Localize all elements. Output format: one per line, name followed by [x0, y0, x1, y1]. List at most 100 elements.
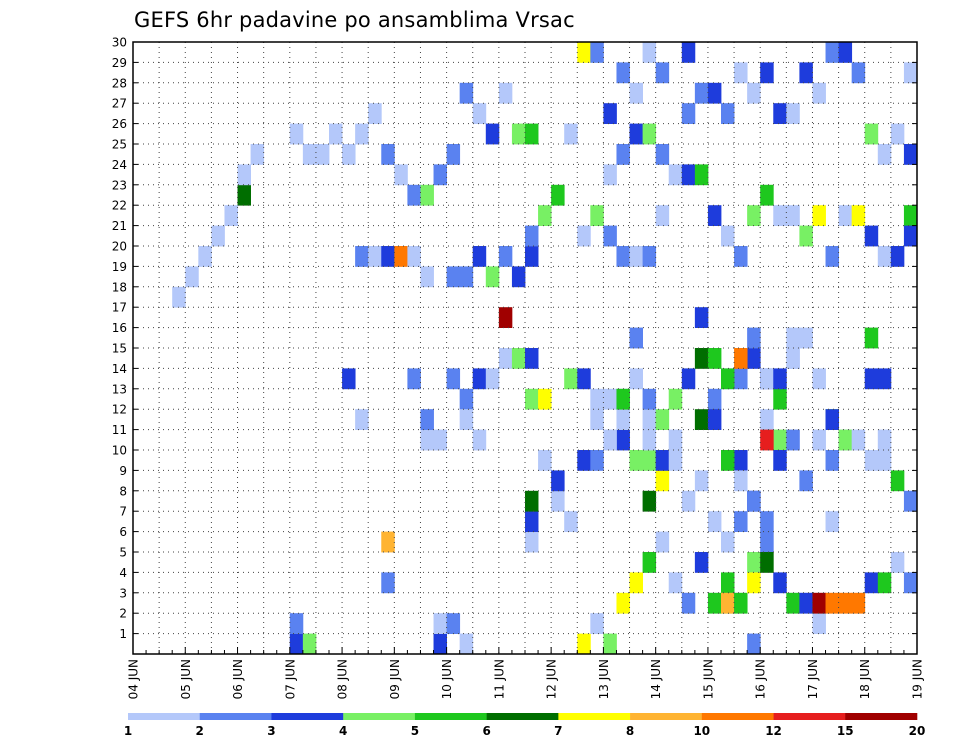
heatmap-cell — [381, 531, 395, 553]
heatmap-cell — [747, 572, 761, 594]
x-tick-label: 07 JUN — [283, 659, 297, 699]
x-tick-label: 16 JUN — [754, 659, 768, 699]
x-tick-label: 09 JUN — [388, 659, 402, 699]
heatmap-cell — [903, 490, 918, 512]
heatmap-cell — [655, 205, 670, 226]
heatmap-cell — [707, 592, 722, 614]
y-tick-label: 9 — [119, 464, 127, 478]
heatmap-cell — [433, 633, 447, 655]
y-tick-label: 20 — [112, 240, 127, 254]
heatmap-cell — [734, 511, 748, 532]
heatmap-cell — [799, 592, 813, 614]
heatmap-cell — [668, 164, 683, 186]
heatmap-cell — [760, 184, 774, 206]
heatmap-cell — [760, 552, 774, 573]
heatmap-cell — [838, 205, 853, 226]
heatmap-cell — [538, 388, 552, 410]
heatmap-cell — [525, 225, 539, 247]
heatmap-cell — [485, 266, 500, 288]
heatmap-cell — [603, 225, 617, 247]
heatmap-cell — [655, 409, 670, 430]
heatmap-cell — [877, 144, 892, 165]
heatmap-cell — [616, 246, 630, 267]
heatmap-cell — [289, 633, 304, 655]
heatmap-cell — [760, 368, 774, 390]
y-tick-label: 10 — [112, 444, 127, 458]
y-tick-label: 23 — [112, 178, 127, 192]
heatmap-cell — [890, 246, 905, 267]
heatmap-cell — [616, 592, 630, 614]
heatmap-cell — [237, 164, 251, 186]
heatmap-cell — [734, 450, 748, 471]
heatmap-cell — [786, 205, 800, 226]
heatmap-cell — [642, 429, 657, 451]
x-tick-label: 18 JUN — [858, 659, 872, 699]
heatmap-cell — [721, 368, 735, 390]
colorbar-label: 6 — [482, 724, 490, 738]
colorbar-swatch — [773, 713, 846, 720]
heatmap-cell — [642, 246, 657, 267]
colorbar-label: 15 — [837, 724, 854, 738]
heatmap-cell — [329, 123, 343, 145]
y-tick-label: 11 — [112, 423, 127, 437]
colorbar-swatch — [343, 713, 416, 720]
heatmap-cell — [812, 613, 826, 634]
colorbar-label: 12 — [765, 724, 782, 738]
heatmap-cell — [721, 225, 735, 247]
y-tick-label: 26 — [112, 117, 127, 131]
x-tick-label: 14 JUN — [649, 659, 663, 699]
heatmap-cell — [655, 470, 670, 492]
heatmap-cell — [564, 511, 578, 532]
heatmap-cell — [420, 266, 434, 288]
colorbar-swatch — [414, 713, 487, 720]
colorbar-swatch — [558, 713, 631, 720]
colorbar-label: 7 — [554, 724, 562, 738]
heatmap-cell — [655, 450, 670, 471]
heatmap-cell — [446, 144, 461, 165]
heatmap-cell — [877, 429, 892, 451]
heatmap-cell — [681, 103, 696, 124]
heatmap-cell — [642, 490, 657, 512]
heatmap-cell — [498, 348, 513, 369]
heatmap-cell — [289, 123, 304, 145]
heatmap-cell — [525, 531, 539, 553]
y-tick-label: 28 — [112, 76, 127, 90]
heatmap-cell — [603, 103, 617, 124]
heatmap-cell — [694, 82, 709, 104]
heatmap-cell — [694, 409, 709, 430]
colorbar-label: 3 — [267, 724, 275, 738]
y-axis: 1234567891011121314151617181920212223242… — [112, 36, 917, 641]
heatmap-cell — [864, 368, 879, 390]
heatmap-cell — [590, 613, 604, 634]
heatmap-cell — [890, 552, 905, 573]
heatmap-cell — [825, 450, 839, 471]
heatmap-cell — [459, 388, 474, 410]
heatmap-cell — [629, 450, 643, 471]
heatmap-cell — [707, 348, 722, 369]
heatmap-cell — [302, 633, 317, 655]
heatmap-cell — [355, 123, 369, 145]
heatmap-cell — [681, 490, 696, 512]
heatmap-cell — [825, 246, 839, 267]
heatmap-cell — [694, 552, 709, 573]
heatmap-cell — [368, 246, 382, 267]
heatmap-cell — [721, 531, 735, 553]
heatmap-cell — [368, 103, 382, 124]
heatmap-cell — [747, 552, 761, 573]
heatmap-cell — [734, 246, 748, 267]
heatmap-cell — [838, 592, 853, 614]
heatmap-cell — [394, 246, 408, 267]
heatmap-cell — [642, 409, 657, 430]
heatmap-cell — [590, 388, 604, 410]
heatmap-cell — [799, 62, 813, 84]
heatmap-cell — [642, 42, 657, 63]
heatmap-cell — [747, 348, 761, 369]
colorbar-label: 10 — [693, 724, 710, 738]
heatmap-cell — [629, 572, 643, 594]
heatmap-cell — [812, 368, 826, 390]
heatmap-cell — [472, 103, 487, 124]
heatmap-cell — [773, 205, 787, 226]
heatmap-cell — [655, 62, 670, 84]
heatmap-cell — [538, 205, 552, 226]
heatmap-cell — [694, 307, 709, 328]
